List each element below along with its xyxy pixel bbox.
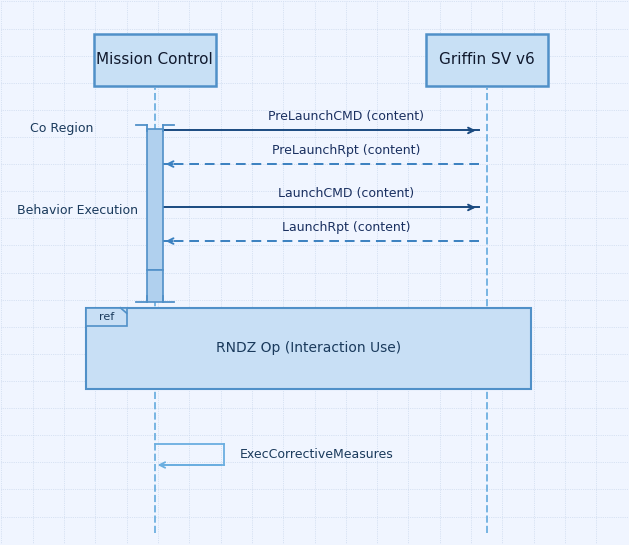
FancyBboxPatch shape	[426, 34, 548, 86]
Text: ExecCorrectiveMeasures: ExecCorrectiveMeasures	[240, 448, 393, 461]
Text: Behavior Execution: Behavior Execution	[17, 204, 138, 217]
Text: Co Region: Co Region	[30, 122, 93, 135]
Text: Mission Control: Mission Control	[96, 52, 213, 68]
Bar	[147, 270, 163, 302]
Text: RNDZ Op (Interaction Use): RNDZ Op (Interaction Use)	[216, 341, 401, 355]
Text: LaunchCMD (content): LaunchCMD (content)	[278, 187, 414, 201]
FancyBboxPatch shape	[94, 34, 216, 86]
Text: PreLaunchCMD (content): PreLaunchCMD (content)	[268, 111, 424, 123]
Text: PreLaunchRpt (content): PreLaunchRpt (content)	[272, 144, 420, 157]
Bar	[147, 129, 163, 270]
Bar	[86, 308, 530, 389]
Text: ref: ref	[99, 312, 114, 322]
FancyBboxPatch shape	[86, 308, 126, 326]
Text: Griffin SV v6: Griffin SV v6	[439, 52, 535, 68]
Text: LaunchRpt (content): LaunchRpt (content)	[282, 221, 410, 234]
